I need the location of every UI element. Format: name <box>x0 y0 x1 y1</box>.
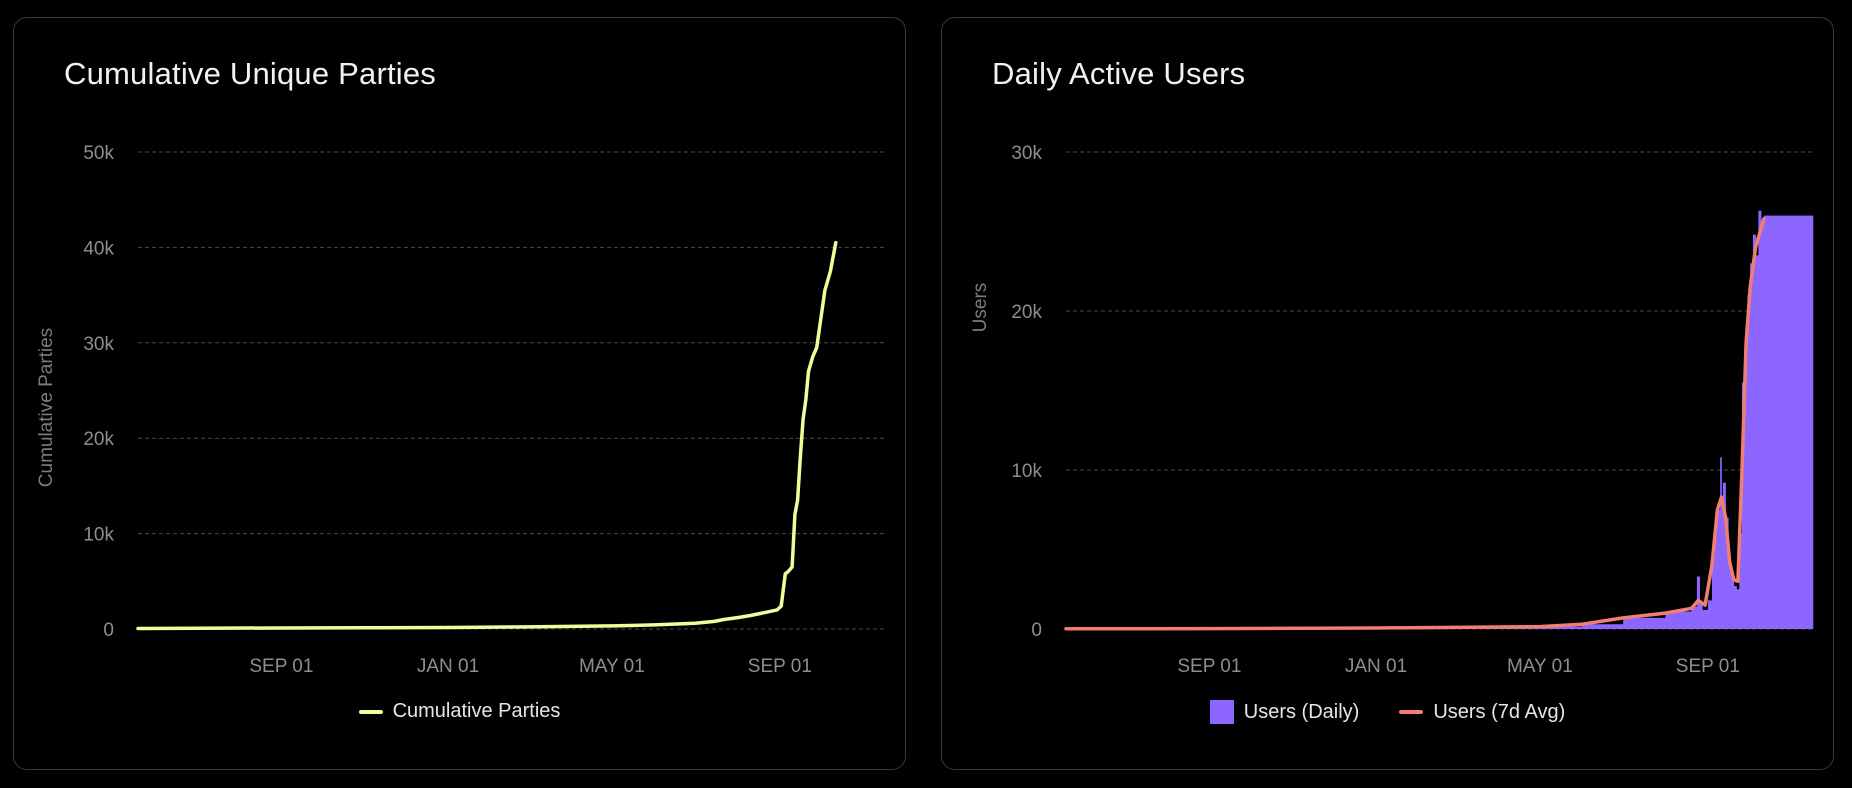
y-tick-label: 20k <box>1011 302 1042 323</box>
daily-users-bar <box>1702 609 1709 629</box>
daily-users-bar <box>1722 482 1726 629</box>
daily-users-bar <box>1733 586 1737 629</box>
y-tick-label: 40k <box>83 238 114 259</box>
legend-label: Users (Daily) <box>1243 700 1360 723</box>
y-axis-label: Cumulative Parties <box>36 328 57 487</box>
y-tick-label: 30k <box>1011 143 1042 164</box>
x-tick-label: MAY 01 <box>1507 656 1573 677</box>
bar-series <box>1066 210 1814 630</box>
daily-users-bar <box>1721 498 1724 629</box>
cumulative-chart-svg: 0 10k 20k 30k 40k 50k SEP 01 JAN 01 MAY 01 SEP 01… <box>36 143 885 677</box>
y-tick-label: 10k <box>83 525 114 546</box>
legend-box-swatch <box>1209 700 1234 724</box>
chart-legend: Cumulative Parties <box>14 700 905 723</box>
daily-users-bar <box>1711 557 1715 629</box>
daily-users-bar <box>1758 210 1762 629</box>
daily-users-bar <box>1714 525 1718 629</box>
y-axis-label: Users <box>970 283 991 333</box>
daily-users-bar <box>1741 382 1746 629</box>
daily-users-bar <box>1725 517 1729 629</box>
daily-users-bar <box>1623 617 1666 629</box>
daily-users-bar <box>1736 589 1740 629</box>
daily-users-bar <box>1739 533 1743 629</box>
x-tick-label: MAY 01 <box>579 656 645 677</box>
y-tick-label: 50k <box>83 143 114 164</box>
legend-line-swatch <box>358 709 383 714</box>
daily-users-bar <box>1752 234 1756 629</box>
daily-users-chart-svg: 0 10k 20k 30k SEP 01 JAN 01 MAY 01 SEP 01 Users <box>970 143 1814 677</box>
series-points <box>1065 218 1764 629</box>
chart-legend: Users (Daily) Users (7d Avg) <box>942 700 1833 724</box>
daily-users-bar <box>1761 223 1765 630</box>
daily-users-bar <box>1720 457 1722 629</box>
y-tick-label: 10k <box>1011 461 1042 482</box>
legend-item-users-7d-avg[interactable]: Users (7d Avg) <box>1399 700 1565 724</box>
series-line <box>1064 217 1766 631</box>
y-tick-label: 0 <box>1031 620 1042 641</box>
legend-label: Cumulative Parties <box>392 700 561 722</box>
daily-users-bar <box>1744 342 1748 629</box>
legend-item-cumulative-parties[interactable]: Cumulative Parties <box>358 700 561 723</box>
x-tick-label: JAN 01 <box>1345 656 1407 677</box>
chart-title: Daily Active Users <box>992 56 1246 91</box>
x-tick-label: JAN 01 <box>417 656 479 677</box>
daily-users-bar <box>1699 603 1703 629</box>
legend-line-swatch <box>1399 710 1424 714</box>
legend-item-users-daily[interactable]: Users (Daily) <box>1209 700 1360 724</box>
daily-users-bar <box>1582 624 1624 629</box>
legend-label: Users (7d Avg) <box>1433 700 1566 723</box>
y-tick-label: 20k <box>83 429 114 450</box>
chart-card-daily-active-users: Daily Active Users 0 10k 20k 30k SEP 01 JAN 0… <box>941 17 1834 770</box>
y-tick-label: 0 <box>103 620 114 641</box>
y-tick-label: 30k <box>83 334 114 355</box>
daily-users-bar <box>1665 611 1692 629</box>
x-tick-label: SEP 01 <box>748 656 812 677</box>
daily-users-bar <box>1539 626 1583 629</box>
daily-users-bar <box>1707 600 1713 629</box>
x-tick-label: SEP 01 <box>249 656 313 677</box>
daily-users-bar <box>1747 295 1751 629</box>
x-tick-label: SEP 01 <box>1676 656 1740 677</box>
series-points <box>137 242 836 629</box>
chart-card-cumulative: Cumulative Unique Parties 0 10k 20k 30k 40k 5… <box>13 17 906 770</box>
daily-users-bar <box>1728 562 1732 629</box>
daily-users-bar <box>1750 263 1754 629</box>
daily-users-bar <box>1691 606 1698 629</box>
x-tick-label: SEP 01 <box>1177 656 1241 677</box>
daily-users-bar <box>1763 215 1814 629</box>
daily-users-bar <box>1717 509 1721 629</box>
daily-users-bar <box>1755 255 1759 629</box>
chart-title: Cumulative Unique Parties <box>64 56 437 91</box>
daily-users-bar <box>1731 578 1735 629</box>
series-line <box>136 240 838 631</box>
